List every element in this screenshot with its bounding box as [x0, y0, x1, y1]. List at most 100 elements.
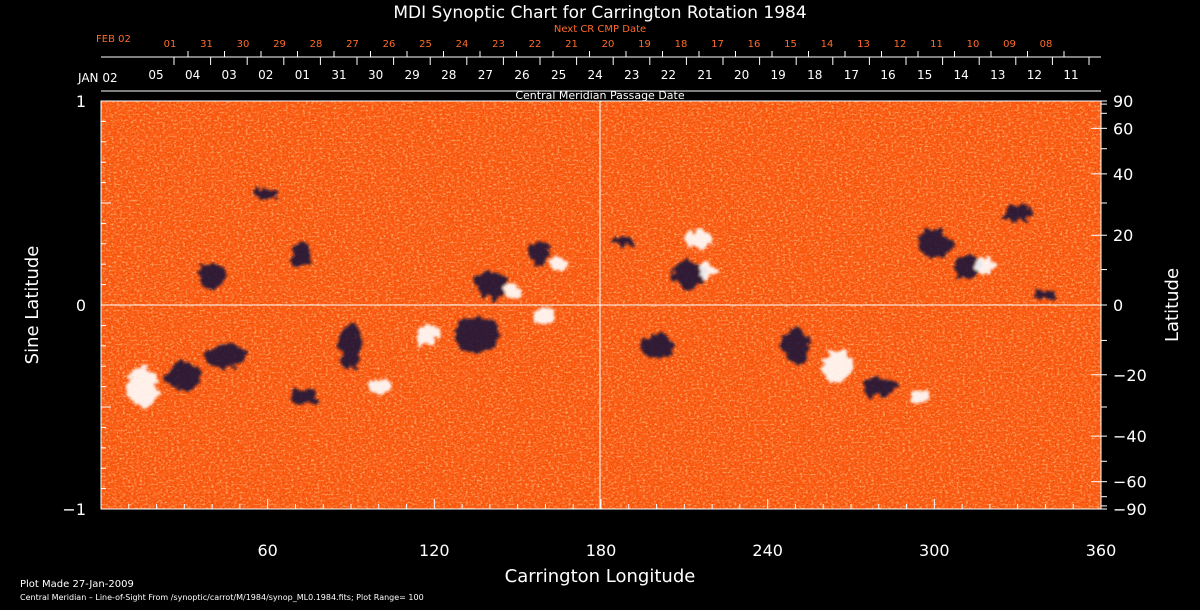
next-cr-date-label: 13	[857, 39, 870, 50]
cmp-date-label: 15	[917, 68, 932, 82]
next-cr-date-label: 10	[967, 39, 980, 50]
cmp-date-label: 30	[368, 68, 383, 82]
cmp-date-label: 16	[880, 68, 895, 82]
next-cr-date-label: 01	[164, 39, 177, 50]
negative-polarity-region	[640, 333, 673, 358]
cmp-date-label: 04	[185, 68, 200, 82]
lat-tick-label: −20	[1113, 366, 1147, 385]
x-axis-title: Carrington Longitude	[505, 566, 696, 587]
cmp-date-label: 05	[148, 68, 163, 82]
chart-title: MDI Synoptic Chart for Carrington Rotati…	[393, 3, 806, 23]
lat-tick-label: 40	[1113, 165, 1133, 184]
active-regions	[126, 186, 1056, 407]
cmp-date-label: 20	[734, 68, 749, 82]
negative-polarity-region	[953, 254, 982, 279]
cmp-date-label: 02	[258, 68, 273, 82]
positive-polarity-region	[910, 388, 931, 405]
positive-polarity-region	[974, 257, 995, 276]
plot-made-text: Plot Made 27-Jan-2009	[20, 579, 134, 590]
positive-polarity-region	[684, 229, 713, 250]
negative-polarity-region	[255, 186, 280, 199]
next-cr-date-label: 27	[346, 39, 359, 50]
next-cr-date-label: 17	[711, 39, 724, 50]
cmp-date-label: 26	[514, 68, 529, 82]
negative-polarity-region	[198, 262, 227, 287]
cmp-date-label: 19	[771, 68, 786, 82]
next-cr-date-label: 23	[492, 39, 505, 50]
x-tick-label-300: 300	[919, 541, 950, 560]
cmp-date-label: 11	[1063, 68, 1078, 82]
y-left-label: −1	[62, 500, 86, 519]
next-cr-date-label: 09	[1003, 39, 1016, 50]
cmp-start-label: JAN 02	[77, 71, 118, 85]
negative-polarity-region	[1035, 289, 1056, 300]
x-tick-label-180: 180	[586, 541, 617, 560]
next-cr-date-label: 08	[1040, 39, 1053, 50]
y-left-label: 0	[76, 296, 86, 315]
cmp-date-label: 18	[807, 68, 822, 82]
cmp-date-label: 03	[222, 68, 237, 82]
x-tick-label-360: 360	[1086, 541, 1117, 560]
next-cr-date-label: 12	[894, 39, 907, 50]
cmp-date-label: 31	[331, 68, 346, 82]
next-cr-date-label: 11	[930, 39, 943, 50]
cmp-date-label: 13	[990, 68, 1005, 82]
positive-polarity-region	[504, 283, 521, 298]
cmp-date-label: 21	[697, 68, 712, 82]
cmp-date-label: 12	[1027, 68, 1042, 82]
lat-tick-label: 20	[1113, 226, 1133, 245]
next-cr-date-label: 25	[419, 39, 432, 50]
next-cr-date-label: 14	[821, 39, 834, 50]
cmp-date-label: 17	[844, 68, 859, 82]
y-axis-left-title: Sine Latitude	[22, 246, 43, 365]
positive-polarity-region	[416, 325, 441, 346]
next-cr-date-label: 29	[273, 39, 286, 50]
next-cr-start-label: FEB 02	[96, 34, 131, 45]
next-cr-date-label: 16	[748, 39, 761, 50]
positive-polarity-region	[126, 366, 159, 407]
cmp-date-label: 29	[405, 68, 420, 82]
cmp-date-label: 24	[588, 68, 603, 82]
y-left-label: 1	[76, 92, 86, 111]
cmp-date-label: 23	[624, 68, 639, 82]
negative-polarity-region	[339, 323, 363, 368]
x-tick-label-60: 60	[257, 541, 277, 560]
next-cr-date-label: 20	[602, 39, 615, 50]
next-cr-date-label: 28	[310, 39, 323, 50]
negative-polarity-region	[291, 242, 311, 266]
positive-polarity-region	[698, 262, 715, 279]
negative-polarity-region	[1001, 205, 1034, 222]
next-cr-date-label: 31	[200, 39, 213, 50]
negative-polarity-region	[206, 344, 246, 368]
negative-polarity-region	[454, 317, 498, 354]
y-axis-right-title: Latitude	[1162, 268, 1183, 342]
next-cr-date-label: 26	[383, 39, 396, 50]
cmp-axis-title: Central Meridian Passage Date	[515, 89, 684, 102]
negative-polarity-region	[673, 260, 706, 289]
positive-polarity-region	[551, 256, 568, 273]
next-cr-date-label: 24	[456, 39, 469, 50]
negative-polarity-region	[781, 327, 810, 364]
next-cr-date-label: 30	[237, 39, 250, 50]
lat-tick-label: 90	[1113, 92, 1133, 111]
next-cr-date-label: 21	[565, 39, 578, 50]
next-cr-axis-title: Next CR CMP Date	[554, 24, 646, 35]
cmp-date-label: 28	[441, 68, 456, 82]
negative-polarity-region	[529, 242, 550, 266]
negative-polarity-region	[289, 388, 318, 405]
lat-tick-label: −60	[1113, 473, 1147, 492]
cmp-date-label: 01	[295, 68, 310, 82]
lat-tick-label: 60	[1113, 119, 1133, 138]
negative-polarity-region	[166, 362, 203, 391]
positive-polarity-region	[823, 350, 852, 383]
next-cr-date-label: 15	[784, 39, 797, 50]
next-cr-date-label: 18	[675, 39, 688, 50]
next-cr-date-label: 22	[529, 39, 542, 50]
footer-description: Central Meridian – Line-of-Sight From /s…	[20, 593, 424, 602]
cmp-date-label: 27	[478, 68, 493, 82]
negative-polarity-region	[613, 233, 634, 246]
axes: 60 120 180 240 300 36010−1906040200−20−40−60−…	[62, 39, 1146, 560]
negative-polarity-region	[473, 270, 506, 299]
positive-polarity-region	[535, 307, 556, 324]
negative-polarity-region	[916, 229, 953, 258]
